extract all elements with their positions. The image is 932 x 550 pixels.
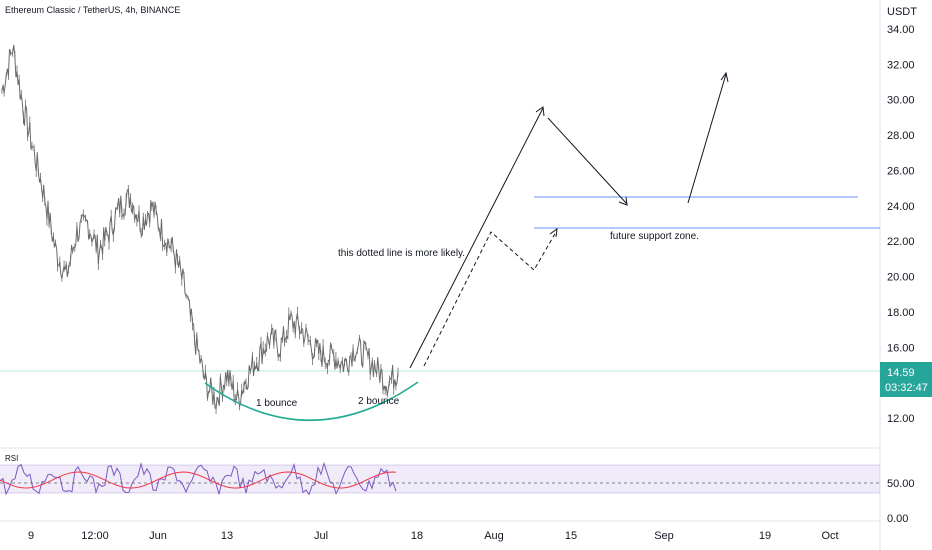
- rsi-series: [0, 461, 397, 496]
- arrow-up-1: [409, 107, 544, 369]
- time-tick-label: Aug: [484, 530, 504, 542]
- price-tick-label: 34.00: [887, 24, 915, 36]
- dotted-projection[interactable]: [423, 231, 557, 367]
- time-tick-label: 12:00: [81, 530, 109, 542]
- rsi-tick-0: 0.00: [887, 513, 908, 525]
- rsi-tick-50: 50.00: [887, 478, 915, 490]
- rsi-line: [0, 461, 397, 496]
- time-tick-label: Oct: [821, 530, 838, 542]
- price-tick-label: 18.00: [887, 307, 915, 319]
- bar-countdown: 03:32:47: [885, 382, 928, 394]
- price-series: [1, 44, 399, 414]
- bounce-2-label: 2 bounce: [358, 396, 400, 407]
- time-tick-label: 19: [759, 530, 771, 542]
- price-tick-label: 12.00: [887, 413, 915, 425]
- price-tick-label: 24.00: [887, 201, 915, 213]
- arrow-down-head: [618, 196, 628, 206]
- arrow-down: [547, 117, 628, 205]
- price-tick-label: 32.00: [887, 59, 915, 71]
- price-tick-label: 16.00: [887, 342, 915, 354]
- bounce-1-label: 1 bounce: [256, 398, 298, 409]
- price-line: [1, 44, 399, 410]
- price-tick-label: 28.00: [887, 130, 915, 142]
- time-axis[interactable]: 9 12:00 Jun 13 Jul 18 Aug 15 Sep 19 Oct: [28, 530, 839, 542]
- arrow-up-2: [687, 73, 727, 204]
- support-zone-note: future support zone.: [610, 231, 699, 242]
- price-tick-label: 22.00: [887, 236, 915, 248]
- time-tick-label: Jul: [314, 530, 328, 542]
- price-axis[interactable]: 34.00 32.00 30.00 28.00 26.00 24.00 22.00 20.00…: [887, 24, 915, 425]
- rsi-label: RSI: [5, 454, 18, 463]
- time-tick-label: 13: [221, 530, 233, 542]
- rsi-band: [0, 465, 880, 493]
- arrow-up-2-head: [720, 71, 729, 83]
- projection-arrows[interactable]: [409, 71, 729, 369]
- price-tick-label: 20.00: [887, 272, 915, 284]
- price-tick-label: 30.00: [887, 95, 915, 107]
- chart-title: Ethereum Classic / TetherUS, 4h, BINANCE: [5, 5, 181, 15]
- time-tick-label: 9: [28, 530, 34, 542]
- arrow-up-1-head: [535, 106, 545, 117]
- time-tick-label: Sep: [654, 530, 674, 542]
- last-price-value: 14.59: [887, 367, 915, 379]
- time-tick-label: Jun: [149, 530, 167, 542]
- rsi-ma-line: [0, 471, 397, 489]
- rounded-bottom-arc[interactable]: [204, 381, 419, 422]
- time-tick-label: 15: [565, 530, 577, 542]
- currency-label: USDT: [887, 6, 917, 18]
- last-price-badge: [880, 362, 932, 397]
- dotted-line-note: this dotted line is more likely.: [338, 248, 465, 259]
- dotted-arrow-head: [549, 227, 558, 238]
- time-tick-label: 18: [411, 530, 423, 542]
- price-tick-label: 26.00: [887, 165, 915, 177]
